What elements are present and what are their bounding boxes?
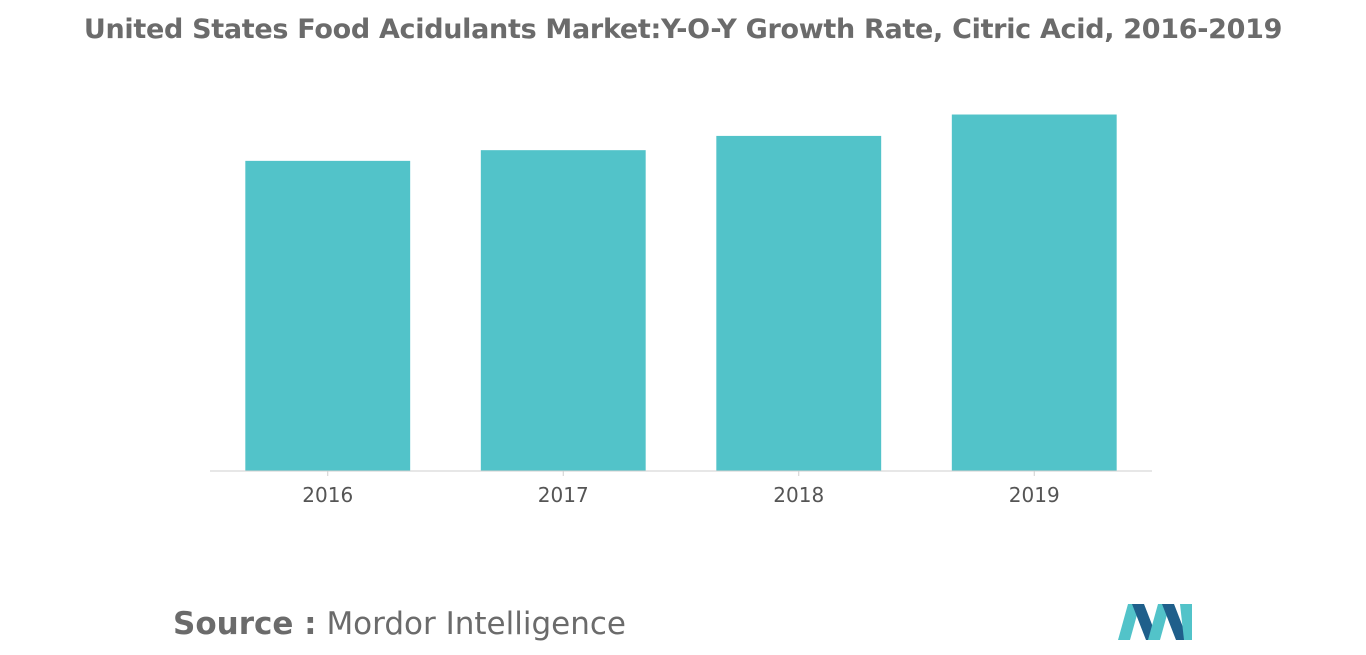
bar-2018	[716, 135, 882, 471]
source-note: Source : Mordor Intelligence	[173, 606, 626, 642]
chart-title: United States Food Acidulants Market:Y-O…	[83, 14, 1283, 45]
x-tick-label-2016: 2016	[302, 483, 353, 507]
x-axis-ticks: 2016 2017 2018 2019	[302, 471, 1060, 507]
x-tick-label-2018: 2018	[773, 483, 824, 507]
bar-2019	[951, 114, 1117, 471]
x-tick-label-2017: 2017	[538, 483, 589, 507]
source-label: Source :	[173, 606, 317, 642]
bar-2017	[480, 150, 646, 471]
bars-group	[245, 114, 1117, 471]
mordor-intelligence-logo-icon	[1118, 604, 1192, 640]
bar-2016	[245, 160, 411, 471]
x-tick-label-2019: 2019	[1009, 483, 1060, 507]
source-text: Mordor Intelligence	[326, 606, 626, 642]
